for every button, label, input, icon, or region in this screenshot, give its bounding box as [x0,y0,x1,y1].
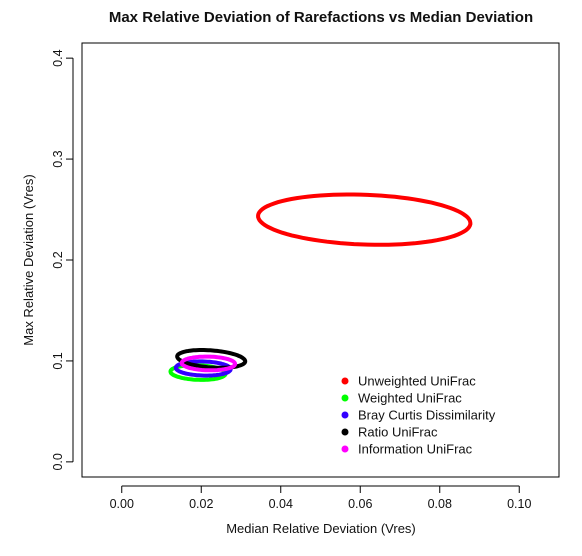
x-tick-label: 0.06 [348,497,372,511]
legend-label: Bray Curtis Dissimilarity [358,408,496,423]
legend-marker [341,428,349,436]
legend-label: Ratio UniFrac [358,425,438,440]
x-axis: 0.00 0.02 0.04 0.06 0.08 0.10 [110,485,531,511]
legend-marker [341,394,349,402]
ellipse-layer [168,192,473,382]
y-tick-label: 0.0 [51,453,65,470]
ellipse-ratio-unifrac [175,348,248,370]
x-tick-label: 0.02 [189,497,213,511]
plot-frame [81,42,560,478]
ellipse-information-unifrac [179,354,238,373]
y-tick-label: 0.4 [51,49,65,66]
x-tick-label: 0.00 [110,497,134,511]
x-tick-label: 0.10 [507,497,531,511]
legend-marker [341,411,349,419]
x-axis-label: Median Relative Deviation (Vres) [226,521,416,536]
legend-marker [341,377,349,385]
legend-label: Weighted UniFrac [358,391,462,406]
y-axis: 0.0 0.1 0.2 0.3 0.4 [51,49,74,471]
legend: Unweighted UniFrac Weighted UniFrac Bray C… [341,374,496,457]
legend-label: Information UniFrac [358,442,473,457]
legend-marker [341,445,349,453]
chart-title: Max Relative Deviation of Rarefactions v… [109,9,533,26]
legend-label: Unweighted UniFrac [358,374,476,389]
y-tick-label: 0.3 [51,150,65,167]
y-tick-label: 0.2 [51,251,65,268]
x-tick-label: 0.04 [269,497,293,511]
y-axis-label: Max Relative Deviation (Vres) [21,174,36,345]
y-tick-label: 0.1 [51,352,65,369]
x-tick-label: 0.08 [428,497,452,511]
ellipse-unweighted-unifrac [256,192,473,247]
